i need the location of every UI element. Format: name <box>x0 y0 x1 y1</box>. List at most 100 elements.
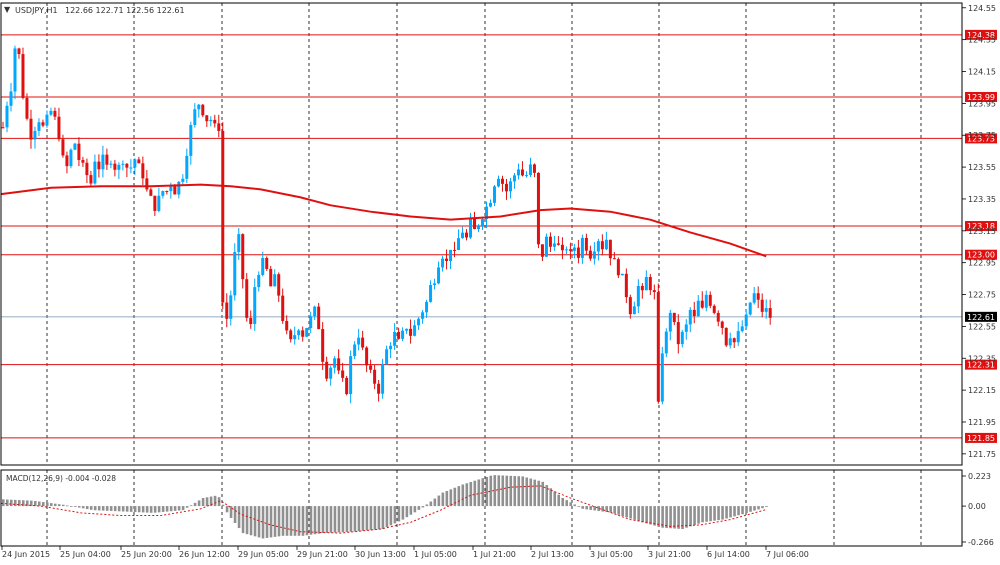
candle-body <box>93 161 97 184</box>
macd-histogram-bar <box>117 506 121 512</box>
candle-body <box>21 54 25 98</box>
macd-histogram-bar <box>573 504 577 507</box>
macd-tick-label: 0.00 <box>968 502 986 511</box>
candle-body <box>253 287 257 325</box>
candle-body <box>193 109 197 125</box>
time-tick-label: 29 Jun 21:00 <box>297 550 348 559</box>
candle-body <box>297 330 301 336</box>
candle-body <box>437 267 441 284</box>
candle-body <box>544 236 548 257</box>
macd-histogram-bar <box>501 475 505 507</box>
macd-histogram-bar <box>489 475 493 507</box>
macd-histogram-bar <box>601 506 604 512</box>
macd-histogram-bar <box>473 480 477 507</box>
macd-histogram-bar <box>137 506 141 513</box>
candle-body <box>445 258 449 262</box>
time-tick-label: 25 Jun 04:00 <box>60 550 111 559</box>
macd-histogram-bar <box>97 506 101 511</box>
macd-histogram-bar <box>393 506 397 524</box>
candle-body <box>49 110 53 115</box>
macd-histogram-bar <box>245 506 249 535</box>
macd-histogram-bar <box>509 475 513 507</box>
symbol-marker[interactable]: ▼ <box>4 5 11 14</box>
macd-histogram-bar <box>485 476 489 507</box>
candle-body <box>453 249 457 251</box>
macd-histogram-bar <box>57 504 61 507</box>
candle-body <box>572 247 576 251</box>
time-tick-label: 3 Jul 21:00 <box>648 550 691 559</box>
macd-histogram-bar <box>697 506 700 524</box>
macd-histogram-bar <box>661 506 664 528</box>
candle-body <box>393 331 397 346</box>
macd-histogram-bar <box>325 506 329 533</box>
candle-body <box>77 143 81 160</box>
candle-body <box>748 302 752 315</box>
macd-histogram-bar <box>197 500 201 507</box>
time-tick-label: 1 Jul 21:00 <box>473 550 516 559</box>
candle-body <box>608 239 612 259</box>
macd-histogram-bar <box>669 506 672 529</box>
macd-histogram-bar <box>765 506 768 507</box>
level-price-tag <box>965 91 997 102</box>
candle-body <box>209 119 213 122</box>
macd-histogram-bar <box>673 506 676 529</box>
macd-histogram-bar <box>449 489 453 507</box>
macd-histogram-bar <box>429 501 433 507</box>
macd-histogram-bar <box>553 491 557 507</box>
macd-histogram-bar <box>505 475 509 507</box>
candle-body <box>744 314 748 327</box>
macd-histogram-bar <box>213 495 217 507</box>
price-tick-label: 123.75 <box>968 131 996 140</box>
macd-histogram-bar <box>93 506 97 511</box>
macd-histogram-bar <box>529 478 533 507</box>
price-tick-label: 124.55 <box>968 4 996 13</box>
ohlc-readout: 122.66 122.71 122.56 122.61 <box>65 6 185 15</box>
macd-histogram-bar <box>249 506 253 536</box>
candle-body <box>488 202 492 207</box>
macd-histogram-bar <box>497 475 501 507</box>
macd-histogram-bar <box>341 506 345 533</box>
candle-body <box>337 358 341 371</box>
macd-histogram-bar <box>721 506 724 520</box>
macd-histogram-bar <box>641 506 644 523</box>
macd-histogram-bar <box>185 506 189 508</box>
candle-body <box>524 175 528 177</box>
macd-histogram-bar <box>257 506 261 538</box>
candle-body <box>333 358 337 368</box>
candle-body <box>756 293 760 300</box>
candle-body <box>325 361 329 379</box>
macd-histogram-bar <box>69 506 73 507</box>
candle-body <box>145 178 149 190</box>
candle-body <box>101 154 105 170</box>
macd-histogram-bar <box>2 499 5 507</box>
macd-histogram-bar <box>157 506 161 513</box>
candle-body <box>361 337 365 348</box>
candle-body <box>353 344 357 357</box>
candle-body <box>321 329 325 362</box>
macd-histogram-bar <box>357 506 361 532</box>
candle-body <box>433 283 437 286</box>
macd-histogram-bar <box>149 506 153 513</box>
candle-body <box>349 356 353 395</box>
macd-histogram-bar <box>693 506 696 525</box>
level-price-tag <box>965 29 997 40</box>
macd-histogram-bar <box>233 506 237 524</box>
macd-histogram-bar <box>229 506 233 518</box>
candle-body <box>656 292 660 402</box>
candle-body <box>704 294 708 308</box>
time-tick-label: 3 Jul 05:00 <box>590 550 633 559</box>
candle-body <box>385 349 389 364</box>
macd-histogram-bar <box>549 488 553 507</box>
macd-histogram-bar <box>121 506 125 512</box>
candle-body <box>584 237 588 251</box>
candle-body <box>125 163 129 168</box>
level-price-label: 121.85 <box>967 434 995 443</box>
candle-body <box>341 370 345 378</box>
level-price-label: 123.18 <box>967 222 995 231</box>
candle-body <box>33 130 37 140</box>
candle-body <box>612 258 616 260</box>
candle-body <box>752 293 756 303</box>
macd-histogram-bar <box>617 506 620 515</box>
candle-body <box>305 328 309 337</box>
